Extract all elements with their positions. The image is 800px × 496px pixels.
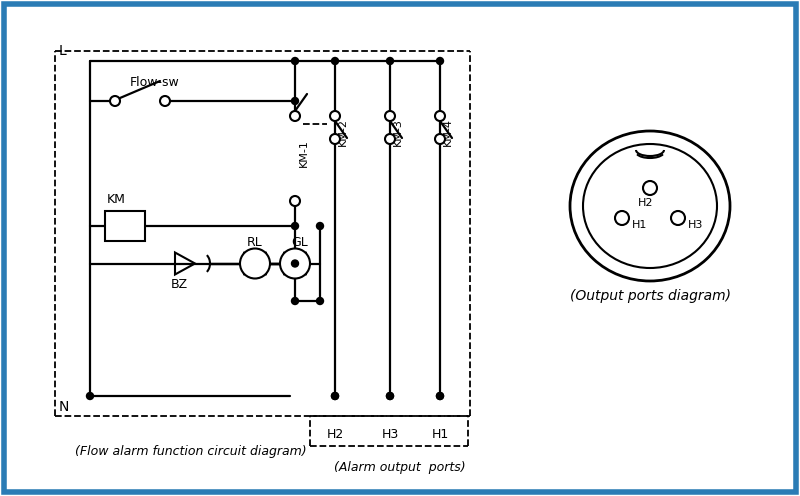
Text: (Output ports diagram): (Output ports diagram) bbox=[570, 289, 730, 303]
Ellipse shape bbox=[583, 144, 717, 268]
Text: RL: RL bbox=[247, 236, 262, 248]
Circle shape bbox=[437, 392, 443, 399]
Text: N: N bbox=[59, 400, 70, 414]
Text: BZ: BZ bbox=[171, 278, 188, 292]
Text: H2: H2 bbox=[326, 428, 344, 440]
Circle shape bbox=[331, 392, 338, 399]
Circle shape bbox=[386, 392, 394, 399]
Text: GL: GL bbox=[291, 236, 308, 248]
Text: Flow-sw: Flow-sw bbox=[130, 76, 180, 89]
Circle shape bbox=[240, 248, 270, 278]
Text: KM-2: KM-2 bbox=[338, 119, 348, 146]
Text: H1: H1 bbox=[632, 220, 647, 230]
Text: H1: H1 bbox=[431, 428, 449, 440]
Text: H3: H3 bbox=[688, 220, 703, 230]
Text: KM-3: KM-3 bbox=[393, 119, 403, 146]
Circle shape bbox=[290, 196, 300, 206]
Circle shape bbox=[331, 392, 338, 399]
Circle shape bbox=[385, 111, 395, 121]
Circle shape bbox=[435, 111, 445, 121]
Circle shape bbox=[291, 260, 298, 267]
Circle shape bbox=[615, 211, 629, 225]
Text: KM-1: KM-1 bbox=[299, 139, 309, 168]
Text: KM: KM bbox=[107, 193, 126, 206]
FancyBboxPatch shape bbox=[4, 4, 796, 492]
Bar bbox=[105, 211, 145, 241]
Text: KM-4: KM-4 bbox=[443, 119, 453, 146]
Circle shape bbox=[330, 111, 340, 121]
Text: L: L bbox=[59, 44, 66, 58]
Circle shape bbox=[437, 58, 443, 64]
Circle shape bbox=[160, 96, 170, 106]
Ellipse shape bbox=[570, 131, 730, 281]
Text: (Alarm output  ports): (Alarm output ports) bbox=[334, 461, 466, 474]
Circle shape bbox=[291, 298, 298, 305]
Circle shape bbox=[330, 134, 340, 144]
Circle shape bbox=[386, 58, 394, 64]
Text: H3: H3 bbox=[382, 428, 398, 440]
Circle shape bbox=[291, 58, 298, 64]
Circle shape bbox=[437, 392, 443, 399]
Circle shape bbox=[291, 223, 298, 230]
Circle shape bbox=[386, 392, 394, 399]
Circle shape bbox=[317, 298, 323, 305]
Circle shape bbox=[435, 134, 445, 144]
Ellipse shape bbox=[637, 147, 663, 157]
Circle shape bbox=[110, 96, 120, 106]
Circle shape bbox=[671, 211, 685, 225]
Circle shape bbox=[317, 223, 323, 230]
Circle shape bbox=[385, 134, 395, 144]
Circle shape bbox=[280, 248, 310, 278]
Circle shape bbox=[291, 98, 298, 105]
Circle shape bbox=[86, 392, 94, 399]
Text: H2: H2 bbox=[638, 198, 654, 208]
Text: (Flow alarm function circuit diagram): (Flow alarm function circuit diagram) bbox=[75, 445, 306, 458]
Circle shape bbox=[290, 111, 300, 121]
Circle shape bbox=[643, 181, 657, 195]
Circle shape bbox=[331, 58, 338, 64]
